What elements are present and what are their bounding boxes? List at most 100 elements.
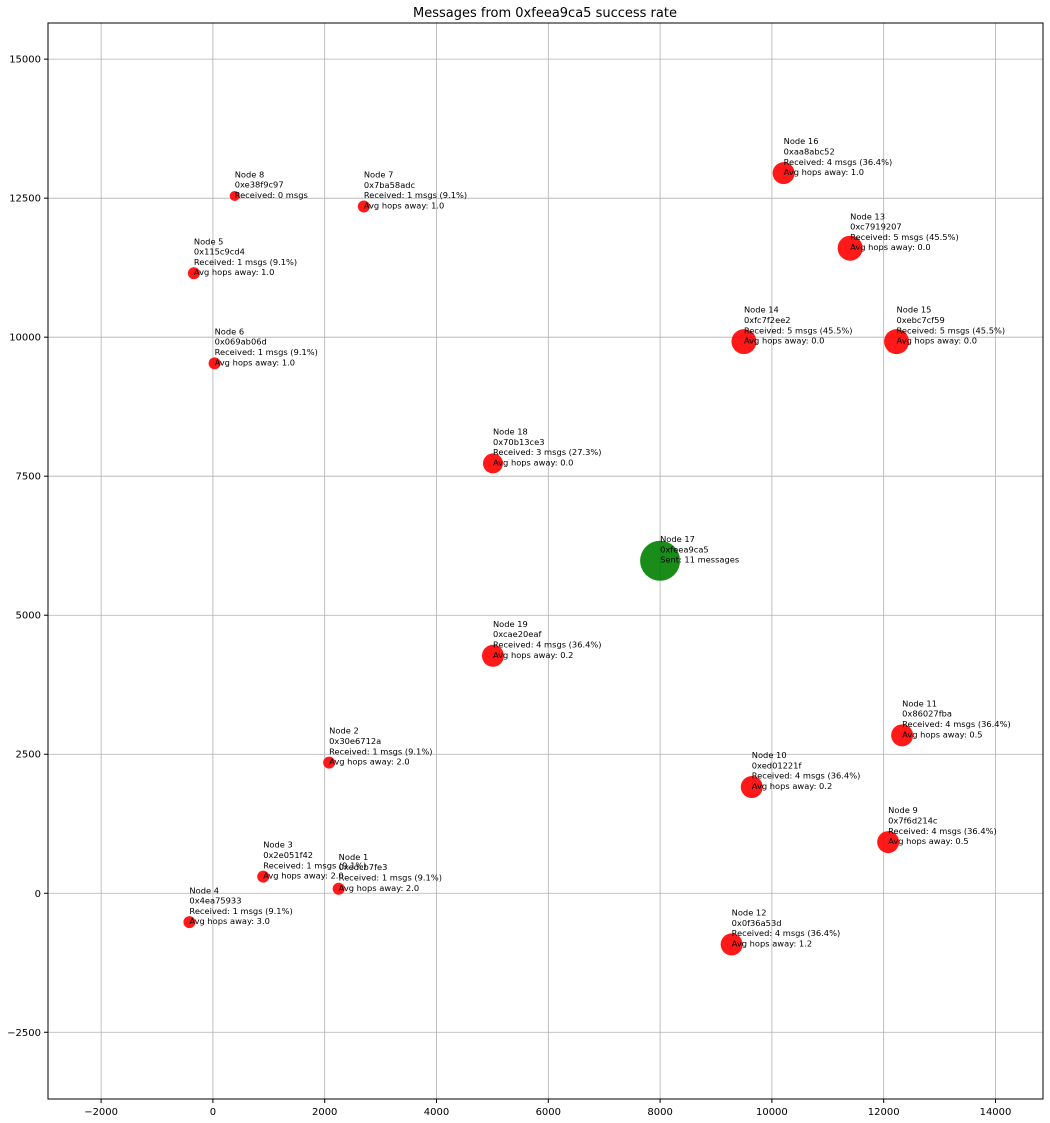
annotation-line: 0xebc7cf59	[897, 315, 945, 325]
annotation-line: 0x30e6712a	[329, 736, 381, 746]
annotation-line: Node 9	[888, 805, 918, 815]
annotation-line: Avg hops away: 1.2	[732, 938, 812, 948]
data-point	[640, 540, 681, 581]
y-tick-label: −2500	[7, 1028, 41, 1039]
data-point	[482, 453, 503, 474]
annotation-line: 0x7ba58adc	[364, 180, 416, 190]
y-tick-label: 7500	[16, 472, 41, 483]
x-tick-label: 6000	[536, 1107, 561, 1118]
annotation-line: Node 6	[215, 326, 245, 336]
y-tick-label: 12500	[9, 194, 41, 205]
data-point	[257, 870, 270, 883]
annotation-line: Avg hops away: 3.0	[189, 916, 269, 926]
data-point	[357, 200, 370, 213]
data-point	[884, 329, 910, 355]
annotation-line: Received: 1 msgs (9.1%)	[194, 257, 297, 267]
annotation-line: Avg hops away: 0.0	[850, 242, 930, 252]
annotation-line: Received: 1 msgs (9.1%)	[339, 873, 442, 883]
annotation-line: Received: 4 msgs (36.4%)	[902, 719, 1011, 729]
data-point	[891, 724, 914, 747]
annotation-line: 0xfc7f2ee2	[744, 315, 791, 325]
annotation-line: Node 11	[902, 698, 937, 708]
annotation-line: Node 10	[752, 750, 787, 760]
axes: −2000 0 2000 4000 6000 8000 10000 12000 14000 −25…	[7, 55, 1011, 1118]
annotation-line: Avg hops away: 1.0	[194, 267, 274, 277]
annotation-line: 0x7f6d214c	[888, 815, 938, 825]
x-tick-label: 12000	[868, 1107, 900, 1118]
annotation-line: 0x2e051f42	[263, 850, 313, 860]
annotation-line: Avg hops away: 0.2	[752, 781, 832, 791]
annotation-line: 0x70b13ce3	[493, 437, 545, 447]
data-point	[837, 235, 863, 261]
annotation-line: Received: 4 msgs (36.4%)	[888, 826, 997, 836]
data-points	[183, 162, 914, 956]
annotation-line: 0xe38f9c97	[235, 180, 284, 190]
annotation-line: 0xed01221f	[752, 760, 803, 770]
y-tick-label: 0	[35, 889, 41, 900]
annotation-line: Node 8	[235, 169, 265, 179]
annotation-line: Sent: 11 messages	[660, 555, 739, 565]
annotation-line: Received: 4 msgs (36.4%)	[752, 771, 861, 781]
data-point	[183, 916, 196, 929]
annotation-line: Received: 5 msgs (45.5%)	[897, 325, 1006, 335]
x-tick-label: 8000	[647, 1107, 672, 1118]
annotation-line: Node 13	[850, 211, 885, 221]
annotation-line: Avg hops away: 0.0	[493, 457, 573, 467]
annotation-line: 0xfeea9ca5	[660, 544, 709, 554]
annotation-line: Avg hops away: 0.5	[902, 729, 982, 739]
chart-title: Messages from 0xfeea9ca5 success rate	[413, 6, 677, 21]
annotation-line: 0x069ab06d	[215, 337, 267, 347]
x-tick-label: 10000	[756, 1107, 788, 1118]
x-tick-label: 0	[210, 1107, 216, 1118]
annotation-line: Received: 1 msgs (9.1%)	[189, 906, 292, 916]
annotation-line: Node 14	[744, 305, 779, 315]
data-point	[720, 933, 743, 956]
annotation-line: Received: 1 msgs (9.1%)	[364, 190, 467, 200]
annotation-line: Received: 1 msgs (9.1%)	[215, 347, 318, 357]
annotation-line: 0xc7919207	[850, 222, 902, 232]
annotation-line: Received: 4 msgs (36.4%)	[732, 928, 841, 938]
annotation-line: 0xaa8abc52	[784, 147, 835, 157]
x-tick-label: 14000	[980, 1107, 1012, 1118]
annotation-line: Node 17	[660, 534, 695, 544]
annotation-line: Node 1	[339, 852, 369, 862]
y-tick-label: 5000	[16, 611, 41, 622]
annotation-line: Node 16	[784, 136, 819, 146]
annotation-line: Received: 1 msgs (9.1%)	[263, 860, 366, 870]
annotation-line: Node 2	[329, 726, 359, 736]
annotation-line: Node 4	[189, 885, 219, 895]
data-point	[229, 190, 240, 201]
x-tick-label: 4000	[424, 1107, 449, 1118]
y-tick-label: 15000	[9, 55, 41, 66]
annotation-line: Received: 0 msgs	[235, 190, 308, 200]
data-point	[332, 882, 345, 895]
annotation-line: Node 7	[364, 170, 394, 180]
data-point	[731, 329, 757, 355]
annotation-line: Node 3	[263, 840, 293, 850]
annotation-line: 0x86027fba	[902, 709, 952, 719]
annotation-line: Avg hops away: 2.0	[329, 757, 409, 767]
annotation-line: Avg hops away: 0.0	[897, 336, 977, 346]
data-point	[772, 162, 795, 185]
x-tick-label: 2000	[312, 1107, 337, 1118]
annotation-line: Received: 3 msgs (27.3%)	[493, 447, 602, 457]
y-tick-label: 2500	[16, 750, 41, 761]
annotation-line: Received: 4 msgs (36.4%)	[784, 157, 893, 167]
annotation-line: Avg hops away: 2.0	[263, 871, 343, 881]
annotation-line: Node 12	[732, 908, 767, 918]
